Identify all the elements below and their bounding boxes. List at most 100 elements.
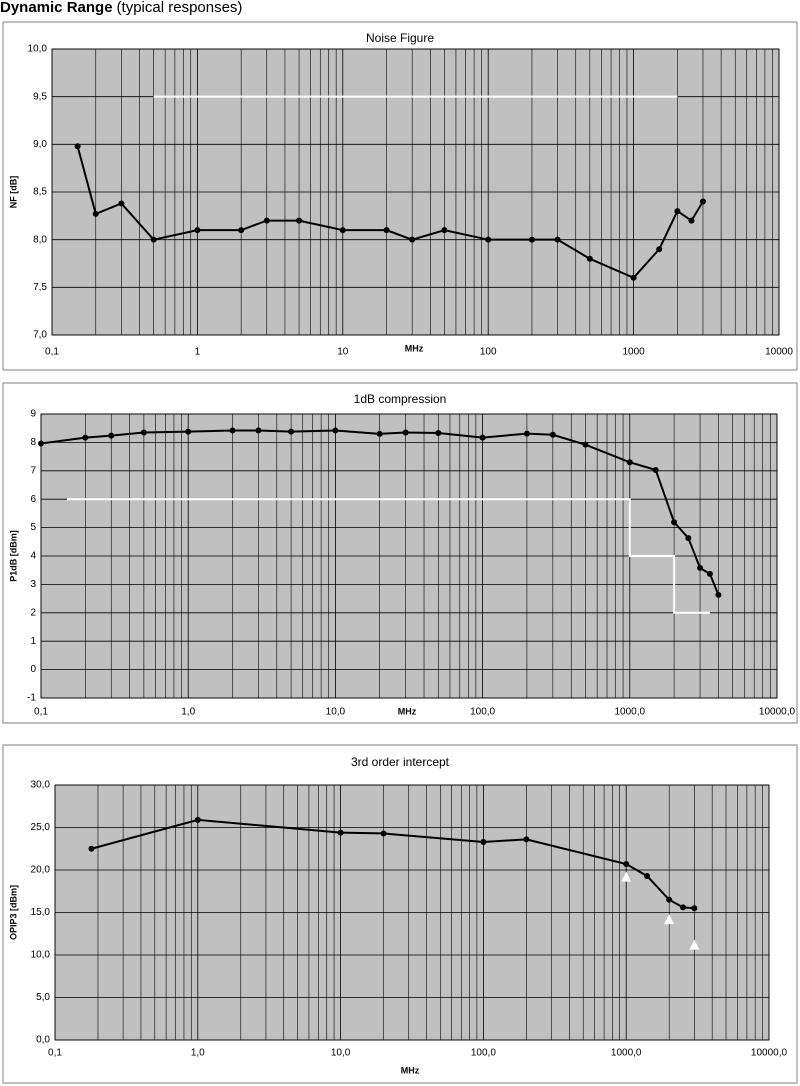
x-tick-label: 1000,0 bbox=[611, 1048, 642, 1059]
data-point bbox=[380, 830, 387, 837]
x-tick-label: 10,0 bbox=[326, 707, 346, 718]
y-axis-label: NF [dB] bbox=[8, 176, 18, 209]
data-point bbox=[523, 430, 530, 437]
data-point bbox=[409, 236, 416, 243]
data-point bbox=[664, 914, 675, 925]
y-tick-label: -1 bbox=[27, 693, 36, 704]
data-point bbox=[549, 431, 556, 438]
chart-title: Noise Figure bbox=[366, 31, 434, 45]
x-tick-label: 10 bbox=[337, 347, 349, 358]
y-tick-label: 1 bbox=[30, 636, 36, 647]
data-point bbox=[652, 466, 659, 473]
y-tick-label: 9 bbox=[30, 409, 36, 420]
data-point bbox=[485, 236, 492, 243]
data-point bbox=[697, 564, 704, 571]
data-point bbox=[108, 432, 115, 439]
x-tick-label: 100,0 bbox=[471, 1048, 496, 1059]
data-point bbox=[688, 217, 695, 224]
data-point bbox=[630, 274, 637, 281]
data-point bbox=[140, 429, 147, 436]
data-point bbox=[82, 434, 89, 441]
data-point bbox=[118, 200, 125, 207]
data-point bbox=[626, 459, 633, 466]
data-point bbox=[699, 198, 706, 205]
data-point bbox=[582, 441, 589, 448]
x-tick-label: 10000 bbox=[765, 347, 793, 358]
y-tick-label: 8,5 bbox=[33, 187, 47, 198]
data-point bbox=[194, 227, 201, 234]
y-tick-label: 2 bbox=[30, 607, 36, 618]
data-point bbox=[680, 904, 687, 911]
y-tick-label: 8 bbox=[30, 437, 36, 448]
data-point bbox=[554, 236, 561, 243]
y-tick-label: 10,0 bbox=[31, 950, 51, 961]
data-point bbox=[528, 236, 535, 243]
y-tick-label: 4 bbox=[30, 551, 36, 562]
y-tick-label: 15,0 bbox=[31, 907, 51, 918]
x-tick-label: 0,1 bbox=[48, 1048, 62, 1059]
data-point bbox=[644, 872, 651, 879]
y-tick-label: 5,0 bbox=[36, 992, 50, 1003]
data-point bbox=[671, 519, 678, 526]
page-title: Dynamic Range (typical responses) bbox=[0, 0, 242, 16]
subtitle: (typical responses) bbox=[117, 0, 243, 16]
y-tick-label: 0 bbox=[30, 664, 36, 675]
x-tick-label: 1,0 bbox=[191, 1048, 205, 1059]
data-point bbox=[376, 430, 383, 437]
chart-title: 3rd order intercept bbox=[351, 755, 450, 769]
data-point bbox=[255, 427, 262, 434]
y-tick-label: 6 bbox=[30, 494, 36, 505]
data-point bbox=[88, 845, 95, 852]
y-tick-label: 3 bbox=[30, 579, 36, 590]
x-tick-label: 0,1 bbox=[34, 707, 48, 718]
y-axis-label: OPIP3 [dBm] bbox=[8, 885, 18, 940]
y-tick-label: 5 bbox=[30, 522, 36, 533]
data-point bbox=[479, 434, 486, 441]
data-point bbox=[623, 861, 630, 868]
y-tick-label: 7 bbox=[30, 465, 36, 476]
data-point bbox=[706, 570, 713, 577]
x-tick-label: 1000 bbox=[622, 347, 645, 358]
data-point bbox=[586, 255, 593, 262]
data-point bbox=[185, 428, 192, 435]
x-axis-label: MHz bbox=[405, 343, 424, 353]
x-tick-label: 100 bbox=[480, 347, 497, 358]
data-point bbox=[339, 227, 346, 234]
data-point bbox=[480, 838, 487, 845]
data-point bbox=[194, 816, 201, 823]
x-tick-label: 1 bbox=[195, 347, 201, 358]
y-tick-label: 0,0 bbox=[36, 1035, 50, 1046]
y-tick-label: 8,0 bbox=[33, 234, 47, 245]
x-tick-label: 10000,0 bbox=[759, 707, 796, 718]
data-point bbox=[238, 227, 245, 234]
data-point bbox=[691, 905, 698, 912]
data-point bbox=[383, 227, 390, 234]
data-point bbox=[523, 836, 530, 843]
y-tick-label: 30,0 bbox=[31, 780, 51, 791]
data-point bbox=[332, 427, 339, 434]
data-point bbox=[92, 210, 99, 217]
data-point bbox=[263, 217, 270, 224]
data-point bbox=[715, 591, 722, 598]
x-tick-label: 1000,0 bbox=[615, 707, 646, 718]
y-tick-label: 9,5 bbox=[33, 91, 47, 102]
data-point bbox=[689, 939, 700, 950]
data-point bbox=[656, 246, 663, 253]
data-point bbox=[150, 236, 157, 243]
y-tick-label: 25,0 bbox=[31, 822, 51, 833]
y-tick-label: 10,0 bbox=[28, 44, 48, 55]
x-axis-label: MHz bbox=[401, 1065, 420, 1075]
x-axis-label: MHz bbox=[398, 706, 417, 716]
y-tick-label: 9,0 bbox=[33, 139, 47, 150]
x-tick-label: 10,0 bbox=[331, 1048, 351, 1059]
y-tick-label: 7,5 bbox=[33, 282, 47, 293]
data-point bbox=[685, 535, 692, 542]
x-tick-label: 10000,0 bbox=[751, 1048, 788, 1059]
y-tick-label: 20,0 bbox=[31, 865, 51, 876]
x-tick-label: 1,0 bbox=[181, 707, 195, 718]
data-point bbox=[674, 208, 681, 215]
data-point bbox=[296, 217, 303, 224]
y-axis-label: P1dB [dBm] bbox=[8, 530, 18, 582]
x-tick-label: 100,0 bbox=[470, 707, 495, 718]
